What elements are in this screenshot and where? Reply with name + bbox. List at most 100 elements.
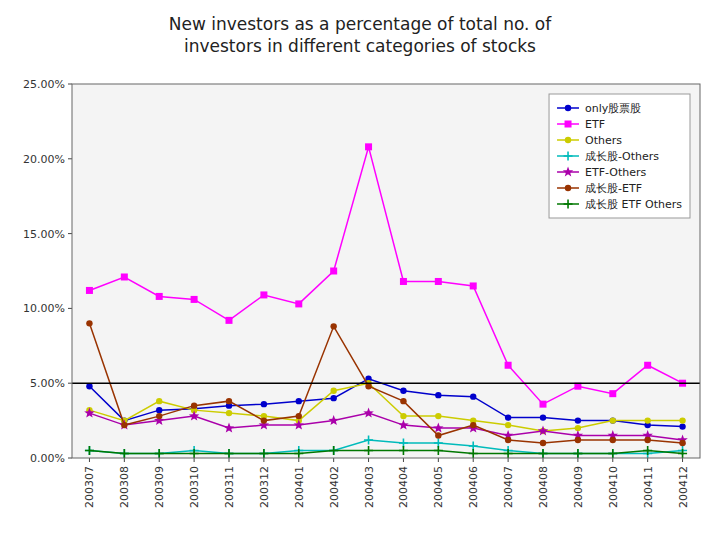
point — [505, 414, 511, 420]
y-tick-label: 15.00% — [23, 228, 65, 241]
point — [226, 410, 232, 416]
x-tick — [403, 458, 404, 462]
x-tick — [682, 458, 683, 462]
legend-label: ETF-Others — [585, 166, 647, 179]
point — [538, 426, 548, 436]
chart: New investors as a percentage of total n… — [0, 0, 720, 540]
x-tick-label: 200407 — [502, 466, 515, 508]
x-tick-label: 200408 — [537, 466, 550, 508]
x-tick-label: 200410 — [607, 466, 620, 508]
point — [679, 440, 685, 446]
point — [573, 449, 582, 458]
point — [330, 323, 336, 329]
legend: only股票股ETFOthers成长股-OthersETF-Others成长股-… — [549, 94, 690, 218]
x-tick — [577, 458, 578, 462]
y-tick-label: 25.00% — [23, 78, 65, 91]
series-line — [89, 451, 682, 454]
legend-label: Others — [585, 134, 622, 147]
point — [330, 395, 336, 401]
point — [259, 449, 268, 458]
point — [86, 320, 92, 326]
series-line — [89, 440, 682, 453]
legend-marker — [565, 121, 572, 128]
x-tick-label: 200402 — [328, 466, 341, 508]
point — [261, 401, 267, 407]
x-tick — [438, 458, 439, 462]
x-tick — [298, 458, 299, 462]
point — [296, 413, 302, 419]
title-line: New investors as a percentage of total n… — [169, 14, 553, 34]
series-line — [89, 147, 682, 404]
point — [398, 420, 408, 430]
x-tick — [612, 458, 613, 462]
point — [644, 362, 651, 369]
point — [540, 414, 546, 420]
point — [155, 449, 164, 458]
point — [294, 449, 303, 458]
x-tick-label: 200409 — [572, 466, 585, 508]
point — [363, 408, 373, 418]
x-tick — [263, 458, 264, 462]
point — [400, 278, 407, 285]
x-tick — [333, 458, 334, 462]
point — [224, 423, 234, 433]
point — [86, 287, 93, 294]
point — [400, 413, 406, 419]
legend-marker — [563, 167, 573, 177]
y-tick-label: 5.00% — [30, 377, 65, 390]
reference-line — [72, 382, 700, 384]
legend-label: 成长股 ETF Others — [585, 198, 682, 211]
point — [191, 296, 198, 303]
legend-label: ETF — [585, 118, 605, 131]
point — [435, 432, 441, 438]
legend-marker — [565, 137, 571, 143]
x-tick-label: 200411 — [642, 466, 655, 508]
point — [190, 449, 199, 458]
x-tick-label: 200405 — [432, 466, 445, 508]
point — [259, 449, 268, 458]
x-tick — [124, 458, 125, 462]
title: New investors as a percentage of total n… — [169, 14, 553, 56]
point — [155, 449, 164, 458]
legend-label: only股票股 — [585, 102, 641, 115]
point — [120, 449, 129, 458]
point — [121, 273, 128, 280]
point — [121, 422, 127, 428]
point — [156, 413, 162, 419]
point — [225, 449, 234, 458]
point — [328, 415, 338, 425]
x-tick-label: 200403 — [363, 466, 376, 508]
x-tick-label: 200406 — [467, 466, 480, 508]
point — [470, 422, 476, 428]
point — [644, 417, 650, 423]
point — [540, 440, 546, 446]
point — [226, 398, 232, 404]
y-tick — [68, 233, 72, 234]
point — [261, 417, 267, 423]
point — [679, 417, 685, 423]
point — [260, 291, 267, 298]
plot-frame — [72, 84, 700, 458]
series-line — [89, 413, 682, 440]
point — [156, 407, 162, 413]
point — [400, 398, 406, 404]
point — [225, 449, 234, 458]
point — [365, 143, 372, 150]
point — [434, 446, 443, 455]
x-tick — [194, 458, 195, 462]
x-tick-label: 200309 — [153, 466, 166, 508]
point — [84, 408, 94, 418]
plot-area — [72, 143, 700, 458]
point — [610, 417, 616, 423]
x-tick — [508, 458, 509, 462]
point — [296, 398, 302, 404]
x-tick-label: 200312 — [258, 466, 271, 508]
point — [609, 390, 616, 397]
title-line: investors in different categories of sto… — [184, 36, 536, 56]
point — [294, 420, 304, 430]
x-tick-label: 200401 — [293, 466, 306, 508]
point — [469, 449, 478, 458]
point — [505, 362, 512, 369]
x-tick — [473, 458, 474, 462]
y-tick-label: 10.00% — [23, 302, 65, 315]
